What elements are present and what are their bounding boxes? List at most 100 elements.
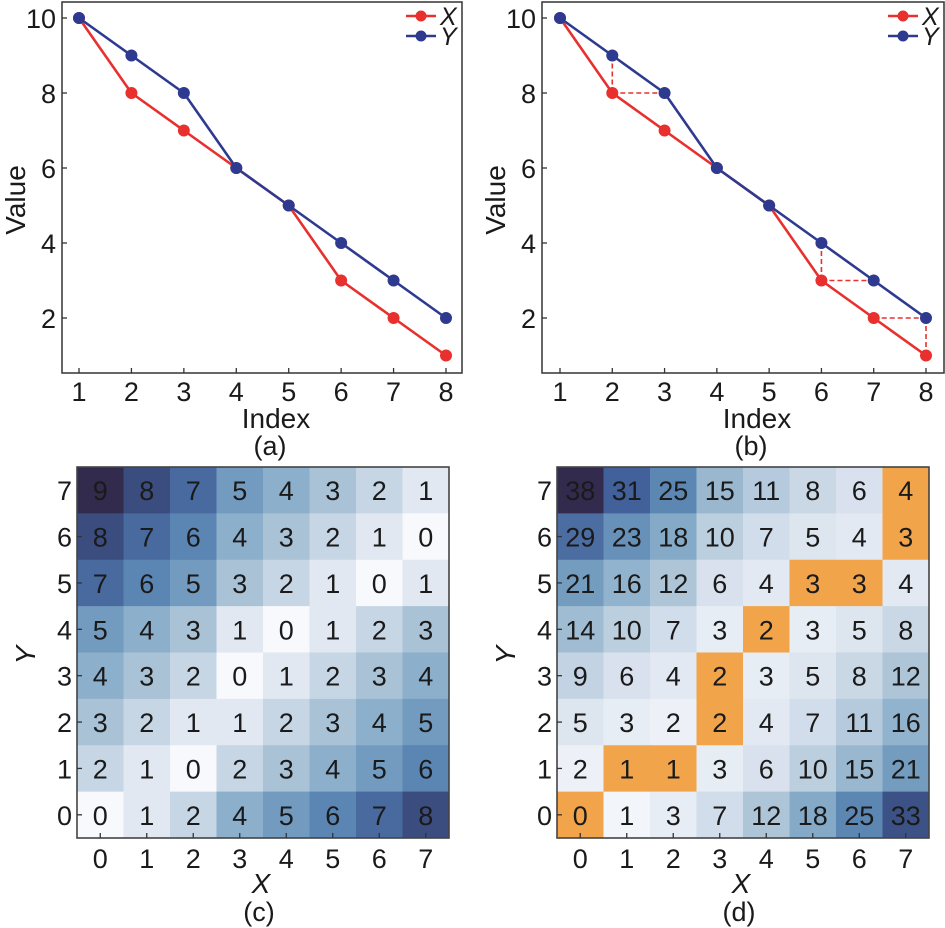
cell-value: 1	[186, 708, 201, 738]
data-point-y	[920, 312, 932, 324]
heatmap-cell	[170, 467, 217, 514]
cell-value: 38	[565, 476, 595, 506]
cell-value: 10	[705, 523, 735, 553]
heatmap-cell-path	[882, 467, 930, 514]
data-point-y	[230, 162, 243, 174]
cell-value: 0	[232, 662, 247, 692]
x-tick-label: 4	[279, 844, 294, 874]
cell-value: 6	[139, 569, 154, 599]
heatmap-cell	[650, 513, 697, 561]
heatmap-cell	[263, 698, 310, 746]
y-tick-label: 6	[521, 154, 536, 184]
cell-value: 2	[372, 476, 387, 506]
cell-value: 2	[279, 708, 294, 738]
y-axis-title: Y	[490, 643, 521, 664]
cell-value: 3	[279, 754, 294, 784]
data-point-y	[387, 274, 400, 287]
legend-marker-x	[415, 10, 427, 22]
cell-value: 3	[898, 523, 913, 553]
data-point-x	[177, 124, 190, 137]
cell-value: 3	[139, 662, 154, 692]
cell-value: 8	[93, 523, 108, 553]
heatmap-cell	[789, 467, 837, 514]
legend-label-x: X	[921, 3, 940, 31]
panel-a: 1 2 3 4 5 6 7 8 2 4 6 8 10 Index Value (a) XY	[0, 1, 463, 461]
heatmap-cell	[789, 513, 837, 561]
heatmap-cell	[882, 606, 930, 653]
data-point-x	[867, 312, 880, 324]
cell-value: 11	[845, 708, 873, 738]
heatmap-cell	[123, 467, 171, 514]
heatmap-cell	[789, 652, 837, 700]
heatmap-cell	[309, 467, 357, 514]
heatmap-cell	[789, 698, 837, 746]
y-tick-label: 6	[41, 154, 56, 184]
cell-value: 3	[666, 801, 681, 831]
cell-value: 23	[612, 523, 642, 553]
cell-value: 5	[186, 569, 201, 599]
heatmap-cell	[123, 791, 171, 839]
cell-value: 2	[93, 754, 108, 784]
cell-value: 10	[612, 615, 642, 645]
heatmap-cell	[650, 698, 697, 746]
panel-caption: (b)	[735, 431, 768, 461]
cell-value: 5	[805, 523, 820, 553]
y-tick-label: 4	[41, 229, 56, 259]
cell-value: 5	[418, 708, 433, 738]
cell-value: 4	[232, 523, 247, 553]
cell-value: 2	[325, 523, 340, 553]
cell-value: 6	[852, 476, 867, 506]
cell-value: 0	[279, 615, 294, 645]
heatmap-cell	[77, 606, 124, 653]
cell-value: 8	[898, 615, 913, 645]
cell-value: 7	[759, 523, 774, 553]
cell-value: 1	[325, 615, 340, 645]
x-tick-label: 4	[759, 844, 774, 874]
cell-value: 18	[798, 801, 828, 831]
data-point-x	[658, 124, 671, 137]
heatmap-cell-path	[603, 745, 651, 793]
heatmap-cell	[402, 513, 450, 561]
x-tick-label: 7	[418, 844, 433, 874]
heatmap-cell	[402, 606, 450, 653]
heatmap-frame	[556, 466, 930, 839]
cell-value: 6	[325, 801, 340, 831]
data-point-y	[335, 237, 348, 249]
x-tick-label: 6	[814, 377, 829, 407]
heatmap-cell	[603, 791, 651, 839]
y-tick-label: 5	[537, 569, 552, 599]
data-point-x	[815, 274, 828, 287]
cell-value: 12	[891, 662, 921, 692]
cell-value: 1	[325, 569, 340, 599]
x-tick-label: 3	[712, 844, 727, 874]
y-tick-label: 3	[57, 662, 72, 692]
cell-value: 4	[759, 708, 774, 738]
heatmap-cell	[650, 559, 697, 607]
heatmap-cell	[696, 791, 744, 839]
plot-frame	[61, 1, 463, 374]
heatmap-cell	[836, 698, 883, 746]
cell-value: 7	[372, 801, 387, 831]
cell-value: 4	[139, 615, 154, 645]
heatmap-cell	[263, 559, 310, 607]
cell-value: 2	[139, 708, 154, 738]
x-tick-label: 5	[762, 377, 777, 407]
cell-value: 3	[712, 615, 727, 645]
cell-value: 7	[805, 708, 820, 738]
cell-value: 1	[232, 708, 247, 738]
heatmap-cell	[170, 606, 217, 653]
cell-value: 3	[186, 615, 201, 645]
x-tick-label: 0	[93, 844, 108, 874]
cell-value: 3	[372, 662, 387, 692]
heatmap-cell	[402, 652, 450, 700]
y-tick-label: 1	[537, 754, 552, 784]
heatmap-cell	[696, 467, 744, 514]
heatmap-cell	[743, 467, 790, 514]
heatmap-cell	[77, 652, 124, 700]
heatmap-cell	[77, 513, 124, 561]
heatmap-cell	[789, 791, 837, 839]
heatmap-cell	[170, 698, 217, 746]
data-point-y	[763, 199, 776, 212]
cell-value: 5	[573, 708, 588, 738]
x-tick-label: 5	[805, 844, 820, 874]
